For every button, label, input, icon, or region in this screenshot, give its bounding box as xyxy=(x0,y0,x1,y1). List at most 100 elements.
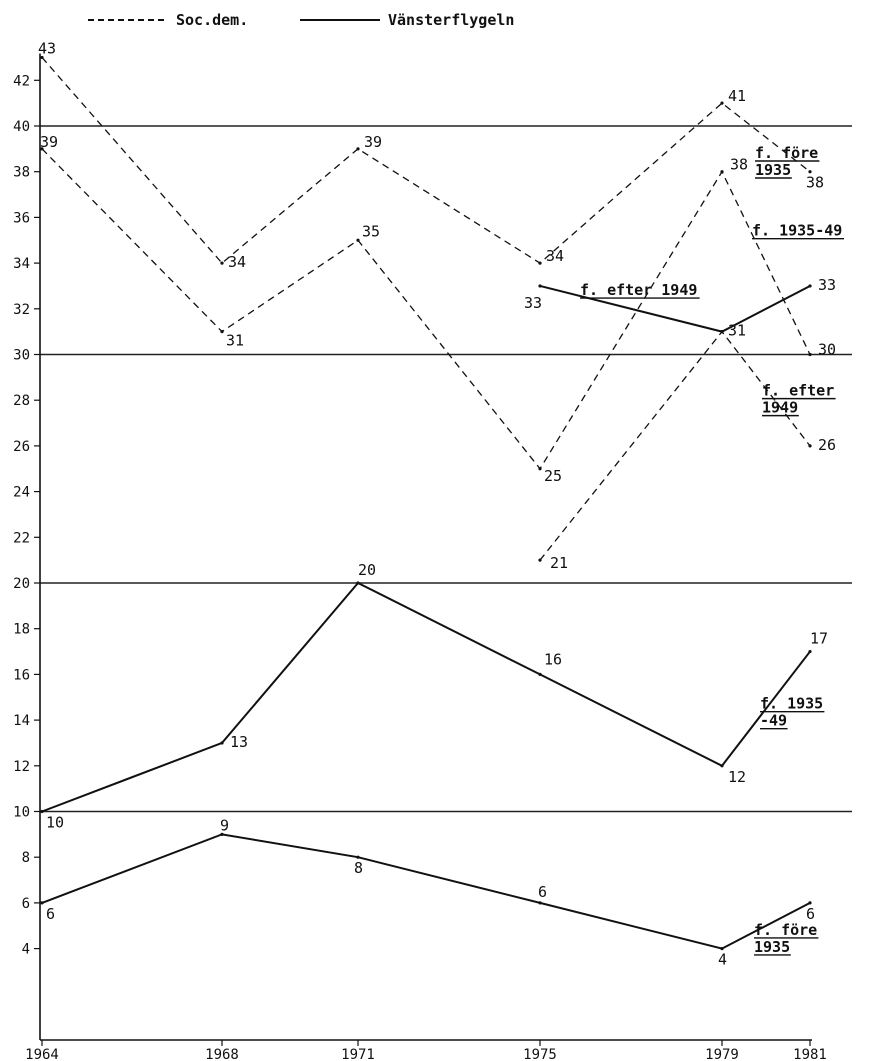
data-label: 6 xyxy=(538,883,547,901)
data-point xyxy=(220,832,224,836)
y-tick-label: 42 xyxy=(13,73,30,89)
data-point xyxy=(220,741,224,745)
x-tick-label: 1979 xyxy=(705,1047,739,1061)
data-label: 31 xyxy=(226,332,244,350)
y-tick-label: 6 xyxy=(22,896,30,912)
data-point xyxy=(538,901,542,905)
data-point xyxy=(808,444,812,448)
series-annotation: -49 xyxy=(760,712,787,730)
data-point xyxy=(808,284,812,288)
legend-label: Soc.dem. xyxy=(176,11,248,29)
x-tick-label: 1975 xyxy=(523,1047,557,1061)
series-annotation: 1935 xyxy=(754,938,790,956)
y-tick-label: 36 xyxy=(13,210,30,226)
series-line-3 xyxy=(539,330,811,561)
data-point xyxy=(538,558,542,562)
data-label: 21 xyxy=(550,554,568,572)
series-annotation: f. efter xyxy=(762,382,834,400)
series-line-5 xyxy=(41,581,811,813)
data-point xyxy=(538,261,542,265)
data-label: 20 xyxy=(358,561,376,579)
data-label: 4 xyxy=(718,951,727,969)
data-point xyxy=(356,147,360,151)
data-point xyxy=(220,261,224,265)
y-tick-label: 10 xyxy=(13,805,30,821)
data-label: 30 xyxy=(818,341,836,359)
data-point xyxy=(538,284,542,288)
data-point xyxy=(220,330,224,334)
data-point xyxy=(538,467,542,471)
legend-label: Vänsterflygeln xyxy=(388,11,514,29)
series-annotation: f. 1935-49 xyxy=(752,222,842,240)
data-point xyxy=(720,764,724,768)
y-tick-label: 8 xyxy=(22,850,30,866)
data-label: 38 xyxy=(730,156,748,174)
data-point xyxy=(808,170,812,174)
y-tick-label: 22 xyxy=(13,530,30,546)
series-annotation: f. före xyxy=(754,921,817,939)
data-label: 39 xyxy=(364,133,382,151)
x-tick-label: 1981 xyxy=(793,1047,827,1061)
series-group xyxy=(40,55,812,951)
y-tick-label: 40 xyxy=(13,119,30,135)
y-tick-label: 32 xyxy=(13,302,30,318)
data-label: 34 xyxy=(546,247,564,265)
axes: 4681012141618202224262830323436384042196… xyxy=(13,53,827,1061)
y-tick-label: 4 xyxy=(22,942,30,958)
y-tick-label: 14 xyxy=(13,713,30,729)
data-point xyxy=(808,649,812,654)
data-point xyxy=(808,901,812,905)
data-label: 6 xyxy=(806,905,815,923)
y-tick-label: 12 xyxy=(13,759,30,775)
y-tick-label: 26 xyxy=(13,439,30,455)
data-label: 8 xyxy=(354,859,363,877)
series-annotation: f. 1935 xyxy=(760,695,823,713)
data-point xyxy=(808,352,812,357)
data-point xyxy=(356,855,360,859)
data-label: 31 xyxy=(728,322,746,340)
data-point xyxy=(356,581,360,585)
data-label: 26 xyxy=(818,436,836,454)
y-tick-label: 24 xyxy=(13,485,30,501)
y-tick-label: 34 xyxy=(13,256,30,272)
series-annotation: 1949 xyxy=(762,399,798,417)
data-point xyxy=(40,901,44,905)
data-label: 17 xyxy=(810,630,828,648)
data-point xyxy=(40,55,44,60)
data-label: 41 xyxy=(728,87,746,105)
data-label: 38 xyxy=(806,174,824,192)
data-label: 39 xyxy=(40,133,58,151)
series-line-1 xyxy=(41,57,811,265)
data-point xyxy=(720,330,724,334)
x-tick-label: 1964 xyxy=(25,1047,59,1061)
value-labels: 43 34 39 34 41 38 39 31 35 25 38 30 21 26 33 31 33 10 13 20… xyxy=(38,39,836,968)
y-tick-label: 20 xyxy=(13,576,30,592)
y-tick-label: 28 xyxy=(13,393,30,409)
data-point xyxy=(356,238,360,242)
reference-lines xyxy=(40,125,852,813)
data-point xyxy=(720,947,724,951)
data-label: 10 xyxy=(46,814,64,832)
data-label: 6 xyxy=(46,905,55,923)
data-point xyxy=(40,809,44,814)
series-annotation: 1935 xyxy=(755,161,791,179)
data-point xyxy=(40,147,44,151)
x-tick-label: 1968 xyxy=(205,1047,239,1061)
legend: Soc.dem. Vänsterflygeln xyxy=(88,11,514,29)
data-label: 33 xyxy=(818,276,836,294)
series-line-2 xyxy=(41,148,811,470)
data-label: 25 xyxy=(544,467,562,485)
data-label: 35 xyxy=(362,222,380,240)
data-point xyxy=(538,672,542,677)
data-point xyxy=(720,101,724,105)
data-label: 16 xyxy=(544,650,562,668)
data-label: 13 xyxy=(230,733,248,751)
data-point xyxy=(720,170,724,174)
data-label: 33 xyxy=(524,294,542,312)
x-tick-label: 1971 xyxy=(341,1047,375,1061)
data-label: 12 xyxy=(728,768,746,786)
y-tick-label: 30 xyxy=(13,348,30,364)
series-line-6 xyxy=(41,833,811,950)
